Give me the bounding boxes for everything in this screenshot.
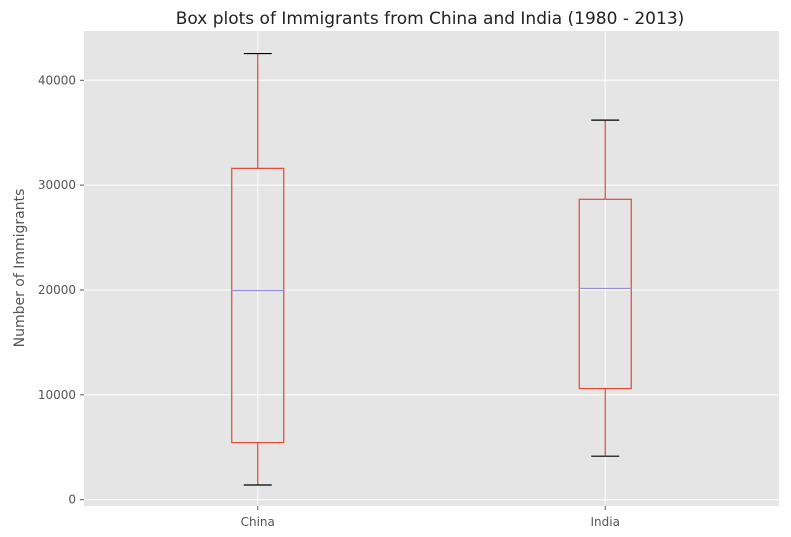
box-plot-china — [231, 52, 285, 486]
box-plots — [231, 52, 632, 486]
box — [231, 167, 285, 444]
y-tick-label: 0 — [68, 493, 76, 507]
chart-title: Box plots of Immigrants from China and I… — [176, 9, 685, 29]
x-tick-label: China — [241, 515, 275, 529]
axes: 0 10000 20000 30000 40000 China India — [38, 73, 620, 529]
y-tick-label: 10000 — [38, 388, 76, 402]
y-tick-label: 30000 — [38, 178, 76, 192]
y-tick-label: 20000 — [38, 283, 76, 297]
plot-area — [84, 31, 779, 506]
y-tick-label: 40000 — [38, 73, 76, 87]
x-tick-label: India — [591, 515, 620, 529]
box — [578, 198, 632, 390]
y-axis-label: Number of Immigrants — [12, 189, 28, 348]
box-plot-india — [578, 119, 632, 457]
